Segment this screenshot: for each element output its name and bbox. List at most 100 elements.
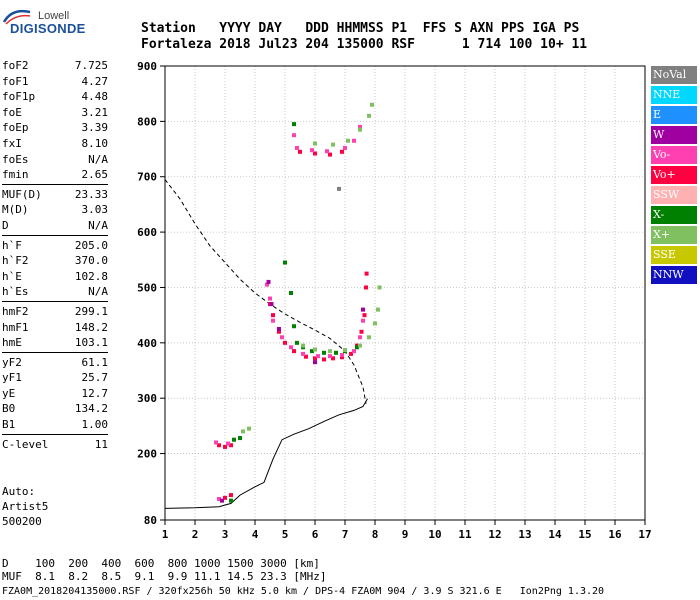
- legend-item: SSW: [651, 186, 697, 204]
- echo-point: [331, 356, 335, 361]
- parameter-name: h`Es: [2, 285, 29, 299]
- echo-point: [301, 343, 305, 348]
- parameter-name: fxI: [2, 136, 22, 150]
- echo-point: [364, 271, 369, 276]
- echo-point: [277, 326, 281, 331]
- parameter-row: MUF(D) 23.33: [2, 187, 108, 203]
- echo-point: [352, 349, 356, 354]
- parameter-name: D: [2, 218, 9, 232]
- parameter-value: 3.39: [81, 121, 109, 135]
- y-tick-label: 400: [137, 337, 157, 350]
- echo-point: [277, 329, 281, 334]
- muf-table: D 100 200 400 600 800 1000 1500 3000 [km…: [2, 557, 327, 583]
- true-height-profile: [164, 398, 368, 509]
- logo-subtitle: Lowell: [38, 10, 70, 22]
- parameter-value: 3.21: [81, 105, 109, 119]
- echo-point: [325, 149, 329, 154]
- echo-point: [271, 318, 275, 323]
- echo-point: [295, 145, 299, 150]
- parameter-name: yE: [2, 386, 16, 400]
- parameter-row: hmE 103.1: [2, 335, 108, 351]
- echo-point: [226, 441, 230, 446]
- parameter-value: 148.2: [74, 320, 108, 334]
- y-tick-label: 700: [137, 171, 157, 184]
- x-tick-label: 6: [312, 528, 319, 541]
- legend-item: X+: [651, 226, 697, 244]
- parameter-value: 205.0: [74, 238, 108, 252]
- parameter-row: hmF2 299.1: [2, 304, 108, 320]
- parameter-row: hmF1 148.2: [2, 320, 108, 336]
- parameter-name: B0: [2, 402, 16, 416]
- virtual-height-curve: [164, 179, 367, 404]
- echo-point: [322, 350, 326, 355]
- echo-point: [292, 349, 296, 354]
- auto-version: 500200: [2, 515, 42, 528]
- echo-point: [298, 149, 302, 154]
- echo-point: [361, 307, 365, 312]
- legend-item: X-: [651, 206, 697, 224]
- parameter-value: 61.1: [81, 355, 109, 369]
- echo-point: [266, 279, 271, 284]
- echo-point: [269, 302, 274, 307]
- echo-point: [241, 429, 245, 434]
- parameter-row: fmin 2.65: [2, 167, 108, 183]
- y-tick-label: 900: [137, 60, 157, 73]
- echo-point: [271, 313, 275, 318]
- autoscaling-info: Auto: Artist5 500200: [2, 484, 48, 529]
- legend-item: SSE: [651, 246, 697, 264]
- echo-point: [247, 426, 251, 431]
- x-tick-label: 14: [548, 528, 562, 541]
- parameter-name: hmF1: [2, 320, 29, 334]
- legend-item: NoVal: [651, 66, 697, 84]
- parameter-value: 23.33: [74, 187, 108, 201]
- parameter-row: B0 134.2: [2, 401, 108, 417]
- x-tick-label: 11: [458, 528, 472, 541]
- parameter-name: h`F: [2, 238, 22, 252]
- parameter-separator: [2, 433, 108, 435]
- logo-title: DIGISONDE: [10, 21, 86, 36]
- echo-point: [313, 356, 317, 361]
- echo-point: [352, 138, 356, 143]
- parameter-row: yF1 25.7: [2, 370, 108, 386]
- parameter-value: 103.1: [74, 336, 108, 350]
- parameter-separator: [2, 234, 108, 236]
- echo-point: [340, 353, 344, 358]
- echo-point: [370, 102, 374, 107]
- y-tick-label: 80: [144, 514, 157, 527]
- file-info-line: FZA0M_2018204135000.RSF / 320fx256h 50 k…: [2, 586, 605, 597]
- parameter-value: 370.0: [74, 254, 108, 268]
- parameter-value: 299.1: [74, 304, 108, 318]
- x-tick-label: 8: [372, 528, 379, 541]
- legend-item: E: [651, 106, 697, 124]
- y-tick-label: 800: [137, 115, 157, 128]
- echo-point: [359, 329, 364, 334]
- echo-point: [358, 124, 362, 129]
- echo-point: [367, 335, 371, 340]
- echo-point: [377, 285, 382, 290]
- echo-point: [328, 152, 332, 157]
- parameter-name: foEp: [2, 121, 29, 135]
- x-tick-label: 13: [518, 528, 531, 541]
- echo-point: [358, 343, 362, 348]
- echo-point: [340, 149, 344, 154]
- y-tick-label: 500: [137, 281, 157, 294]
- echo-point: [232, 437, 236, 442]
- echo-point: [310, 148, 314, 153]
- y-tick-label: 200: [137, 448, 157, 461]
- legend-item: Vo-: [651, 146, 697, 164]
- echo-point: [349, 351, 353, 356]
- echo-point: [289, 345, 293, 350]
- parameter-value: N/A: [88, 218, 108, 232]
- parameter-row: yE 12.7: [2, 386, 108, 402]
- parameter-name: foE: [2, 105, 22, 119]
- echo-point: [337, 186, 341, 191]
- x-tick-label: 16: [608, 528, 622, 541]
- header-columns: Station YYYY DAY DDD HHMMSS P1 FFS S AXN…: [141, 21, 580, 36]
- parameter-separator: [2, 351, 108, 353]
- parameter-row: yF2 61.1: [2, 355, 108, 371]
- parameter-name: MUF(D): [2, 187, 42, 201]
- echo-point: [334, 350, 338, 355]
- echo-point: [313, 151, 317, 156]
- parameter-row: foF1 4.27: [2, 74, 108, 90]
